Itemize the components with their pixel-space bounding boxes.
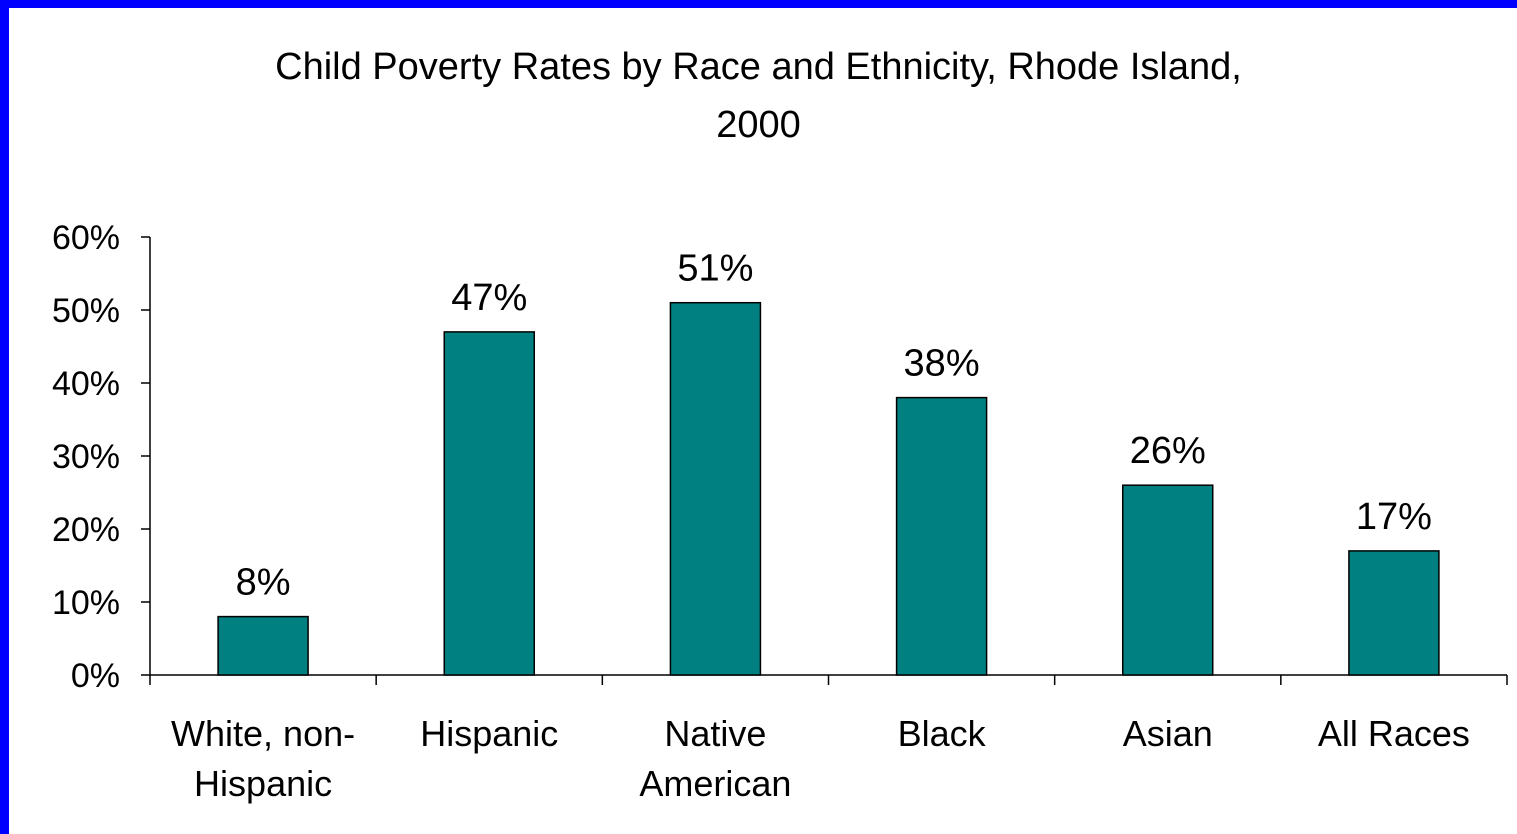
y-tick-label: 60%: [52, 219, 120, 257]
data-label: 17%: [1356, 496, 1432, 538]
data-label: 38%: [904, 343, 980, 385]
y-tick-label: 30%: [52, 438, 120, 476]
category-label: American: [639, 763, 791, 804]
category-label: All Races: [1318, 713, 1470, 754]
bar: [897, 398, 987, 675]
data-label: 8%: [236, 562, 291, 604]
y-tick-label: 40%: [52, 365, 120, 403]
bar: [444, 332, 534, 675]
category-label: Black: [898, 713, 987, 754]
y-tick-label: 20%: [52, 511, 120, 549]
bar: [1349, 551, 1439, 675]
data-label: 51%: [677, 248, 753, 290]
y-tick-label: 10%: [52, 584, 120, 622]
data-label: 26%: [1130, 430, 1206, 472]
category-label: Native: [664, 713, 766, 754]
category-label: Asian: [1123, 713, 1213, 754]
category-label: White, non-: [171, 713, 355, 754]
bar: [218, 617, 308, 675]
y-tick-label: 0%: [71, 657, 120, 695]
bar: [670, 303, 760, 675]
bar: [1123, 485, 1213, 675]
category-label: Hispanic: [194, 763, 332, 804]
data-label: 47%: [451, 277, 527, 319]
category-label: Hispanic: [420, 713, 558, 754]
y-tick-label: 50%: [52, 292, 120, 330]
